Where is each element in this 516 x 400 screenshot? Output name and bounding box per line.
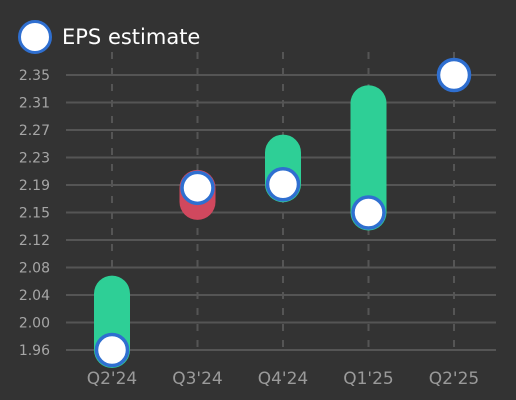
x-tick-label: Q4'24 [258,369,309,389]
x-tick-label: Q2'24 [87,369,138,389]
y-tick-label: 2.27 [19,123,50,139]
y-tick-label: 2.15 [19,206,50,222]
y-tick-label: 2.08 [19,261,50,277]
x-tick-label: Q1'25 [343,369,394,389]
eps-estimate-marker[interactable] [94,332,130,368]
x-tick-label: Q2'25 [429,369,480,389]
y-tick-label: 2.19 [19,178,50,194]
y-tick-label: 2.23 [19,151,50,167]
axis-layer: 1.96 2.00 2.04 2.08 2.12 2.15 2.19 2.23 2.27 2.31… [19,68,479,389]
legend-marker-icon [18,20,52,54]
eps-estimate-marker[interactable] [351,195,386,230]
y-tick-label: 2.00 [19,316,50,332]
y-tick-label: 1.96 [19,343,50,359]
beat-bar[interactable] [350,85,387,231]
y-tick-label: 2.31 [19,96,50,112]
marker-layer [94,57,472,368]
y-tick-label: 2.12 [19,233,50,249]
y-tick-label: 2.04 [19,288,50,304]
eps-estimate-marker[interactable] [436,57,472,93]
legend-label: EPS estimate [62,25,201,49]
bar-layer [94,85,387,368]
y-tick-label: 2.35 [19,68,50,84]
x-tick-label: Q3'24 [172,369,223,389]
legend[interactable]: EPS estimate [18,19,200,55]
eps-estimate-marker[interactable] [180,170,215,206]
eps-estimate-marker[interactable] [265,167,301,202]
